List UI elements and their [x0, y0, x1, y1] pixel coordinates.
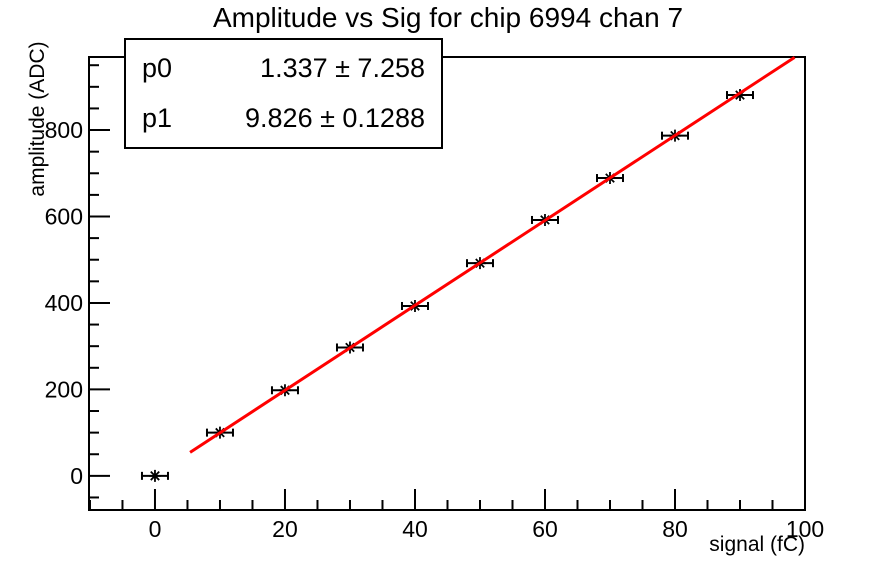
fit-line	[189, 56, 796, 454]
param-name: p1	[142, 102, 173, 133]
param-value: 9.826 ± 0.1288	[245, 102, 425, 133]
y-axis-title: amplitude (ADC)	[26, 41, 49, 197]
x-tick-label: 0	[149, 516, 162, 542]
x-tick-label: 80	[662, 516, 688, 542]
chart-title: Amplitude vs Sig for chip 6994 chan 7	[212, 2, 684, 33]
param-name: p0	[142, 52, 173, 83]
data-marker	[733, 89, 746, 102]
x-tick-label: 20	[272, 516, 298, 542]
y-tick-label: 600	[45, 204, 83, 230]
stats-row-p1: p1 9.826 ± 0.1288	[126, 93, 441, 143]
y-tick-label: 800	[45, 117, 83, 143]
y-tick-label: 200	[45, 376, 83, 402]
x-tick-label: 60	[532, 516, 558, 542]
x-axis-title: signal (fC)	[709, 533, 805, 556]
fit-stats-box: p0 1.337 ± 7.258 p1 9.826 ± 0.1288	[124, 38, 443, 149]
stats-row-p0: p0 1.337 ± 7.258	[126, 43, 441, 93]
x-tick-label: 100	[786, 516, 824, 542]
x-tick-label: 40	[402, 516, 428, 542]
param-value: 1.337 ± 7.258	[260, 52, 425, 83]
data-marker	[148, 469, 161, 482]
y-tick-label: 0	[70, 463, 83, 489]
y-tick-label: 400	[45, 290, 83, 316]
